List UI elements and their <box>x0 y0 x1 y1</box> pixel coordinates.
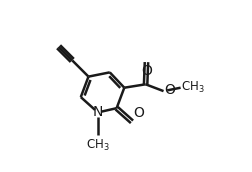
Text: O: O <box>141 64 152 78</box>
Text: CH$_3$: CH$_3$ <box>86 138 110 153</box>
Text: CH$_3$: CH$_3$ <box>181 80 205 95</box>
Text: N: N <box>93 105 103 119</box>
Text: O: O <box>134 106 145 120</box>
Text: O: O <box>164 83 175 97</box>
